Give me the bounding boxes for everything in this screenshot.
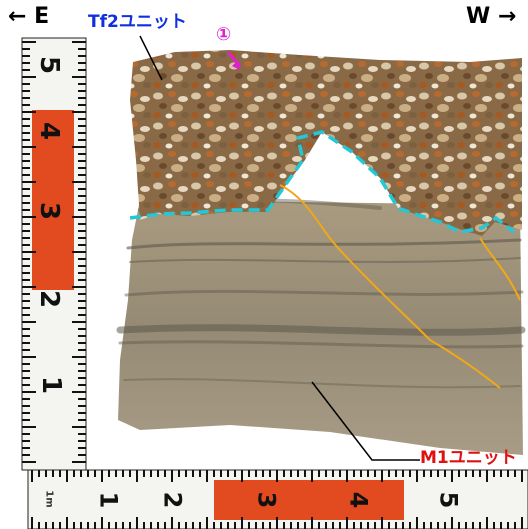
west-direction-label: W → [466,4,517,29]
unit-boundary-line [129,130,516,234]
lower-unit-leader [311,381,420,461]
hruler-number-2: 2 [158,491,187,509]
ruler-number-5: 5 [34,55,65,75]
marker-arrowhead [232,60,240,70]
tf2-unit-label: Tf2ユニット [88,12,187,32]
upper-unit-leader [139,35,163,81]
ruler-number-3: 3 [34,201,65,221]
hruler-unit-label: 1m [43,490,55,508]
trace-line-2 [479,237,521,301]
m1-unit-label: M1ユニット [420,448,517,468]
hruler-number-1: 1 [94,491,123,509]
laminations [116,198,526,389]
ruler-number-1: 1 [36,375,67,395]
hruler-number-5: 5 [434,491,463,509]
gravel-layer [130,50,522,236]
trace-line-1 [279,184,501,389]
hruler-number-4: 4 [344,491,373,509]
marker-number-label: ① [216,24,232,45]
ruler-number-2: 2 [34,289,65,309]
horizontal-ruler [27,469,528,529]
ruler-number-4: 4 [34,121,65,141]
vertical-ruler [21,37,87,471]
east-direction-label: ← E [8,4,50,29]
hruler-number-3: 3 [252,491,281,509]
